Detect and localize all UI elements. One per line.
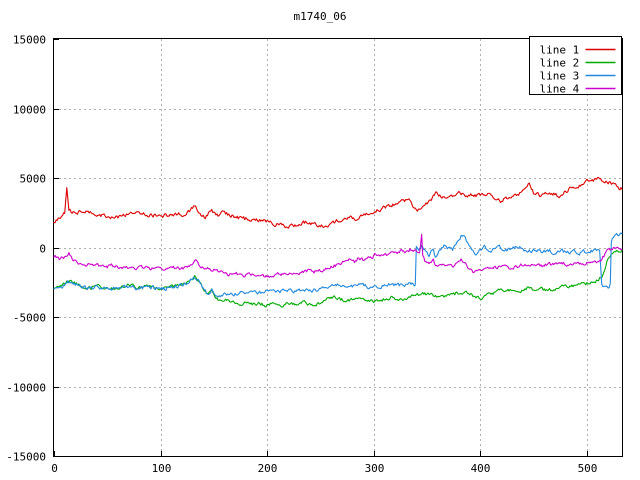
y-tick-label: 15000 bbox=[13, 34, 46, 47]
y-tick-label: -10000 bbox=[6, 382, 46, 395]
chart-title: m1740_06 bbox=[294, 10, 347, 23]
legend-label-2: line 2 bbox=[540, 57, 580, 70]
y-tick-label: 0 bbox=[39, 243, 46, 256]
series-line-line-1 bbox=[53, 176, 623, 229]
legend-label-3: line 3 bbox=[540, 70, 580, 83]
x-tick-label: 0 bbox=[51, 462, 58, 475]
y-tick-label: 5000 bbox=[20, 173, 47, 186]
y-tick-label: -15000 bbox=[6, 451, 46, 464]
x-tick-label: 200 bbox=[258, 462, 278, 475]
series-line-line-3 bbox=[53, 232, 623, 298]
x-axis-ticks: 0 100 200 300 400 500 bbox=[51, 451, 597, 475]
x-tick-label: 300 bbox=[365, 462, 385, 475]
legend-label-4: line 4 bbox=[540, 83, 580, 96]
y-tick-label: -5000 bbox=[13, 312, 46, 325]
series-line-line-4 bbox=[53, 233, 623, 278]
x-tick-label: 500 bbox=[578, 462, 598, 475]
x-tick-label: 100 bbox=[152, 462, 172, 475]
y-axis-ticks: -15000 -10000 -5000 0 5000 10000 15000 bbox=[6, 34, 59, 464]
legend-box bbox=[529, 36, 622, 95]
legend-label-1: line 1 bbox=[540, 44, 580, 57]
data-series bbox=[53, 176, 623, 308]
y-tick-label: 10000 bbox=[13, 104, 46, 117]
plot-frame bbox=[53, 38, 623, 457]
x-tick-label: 400 bbox=[471, 462, 491, 475]
